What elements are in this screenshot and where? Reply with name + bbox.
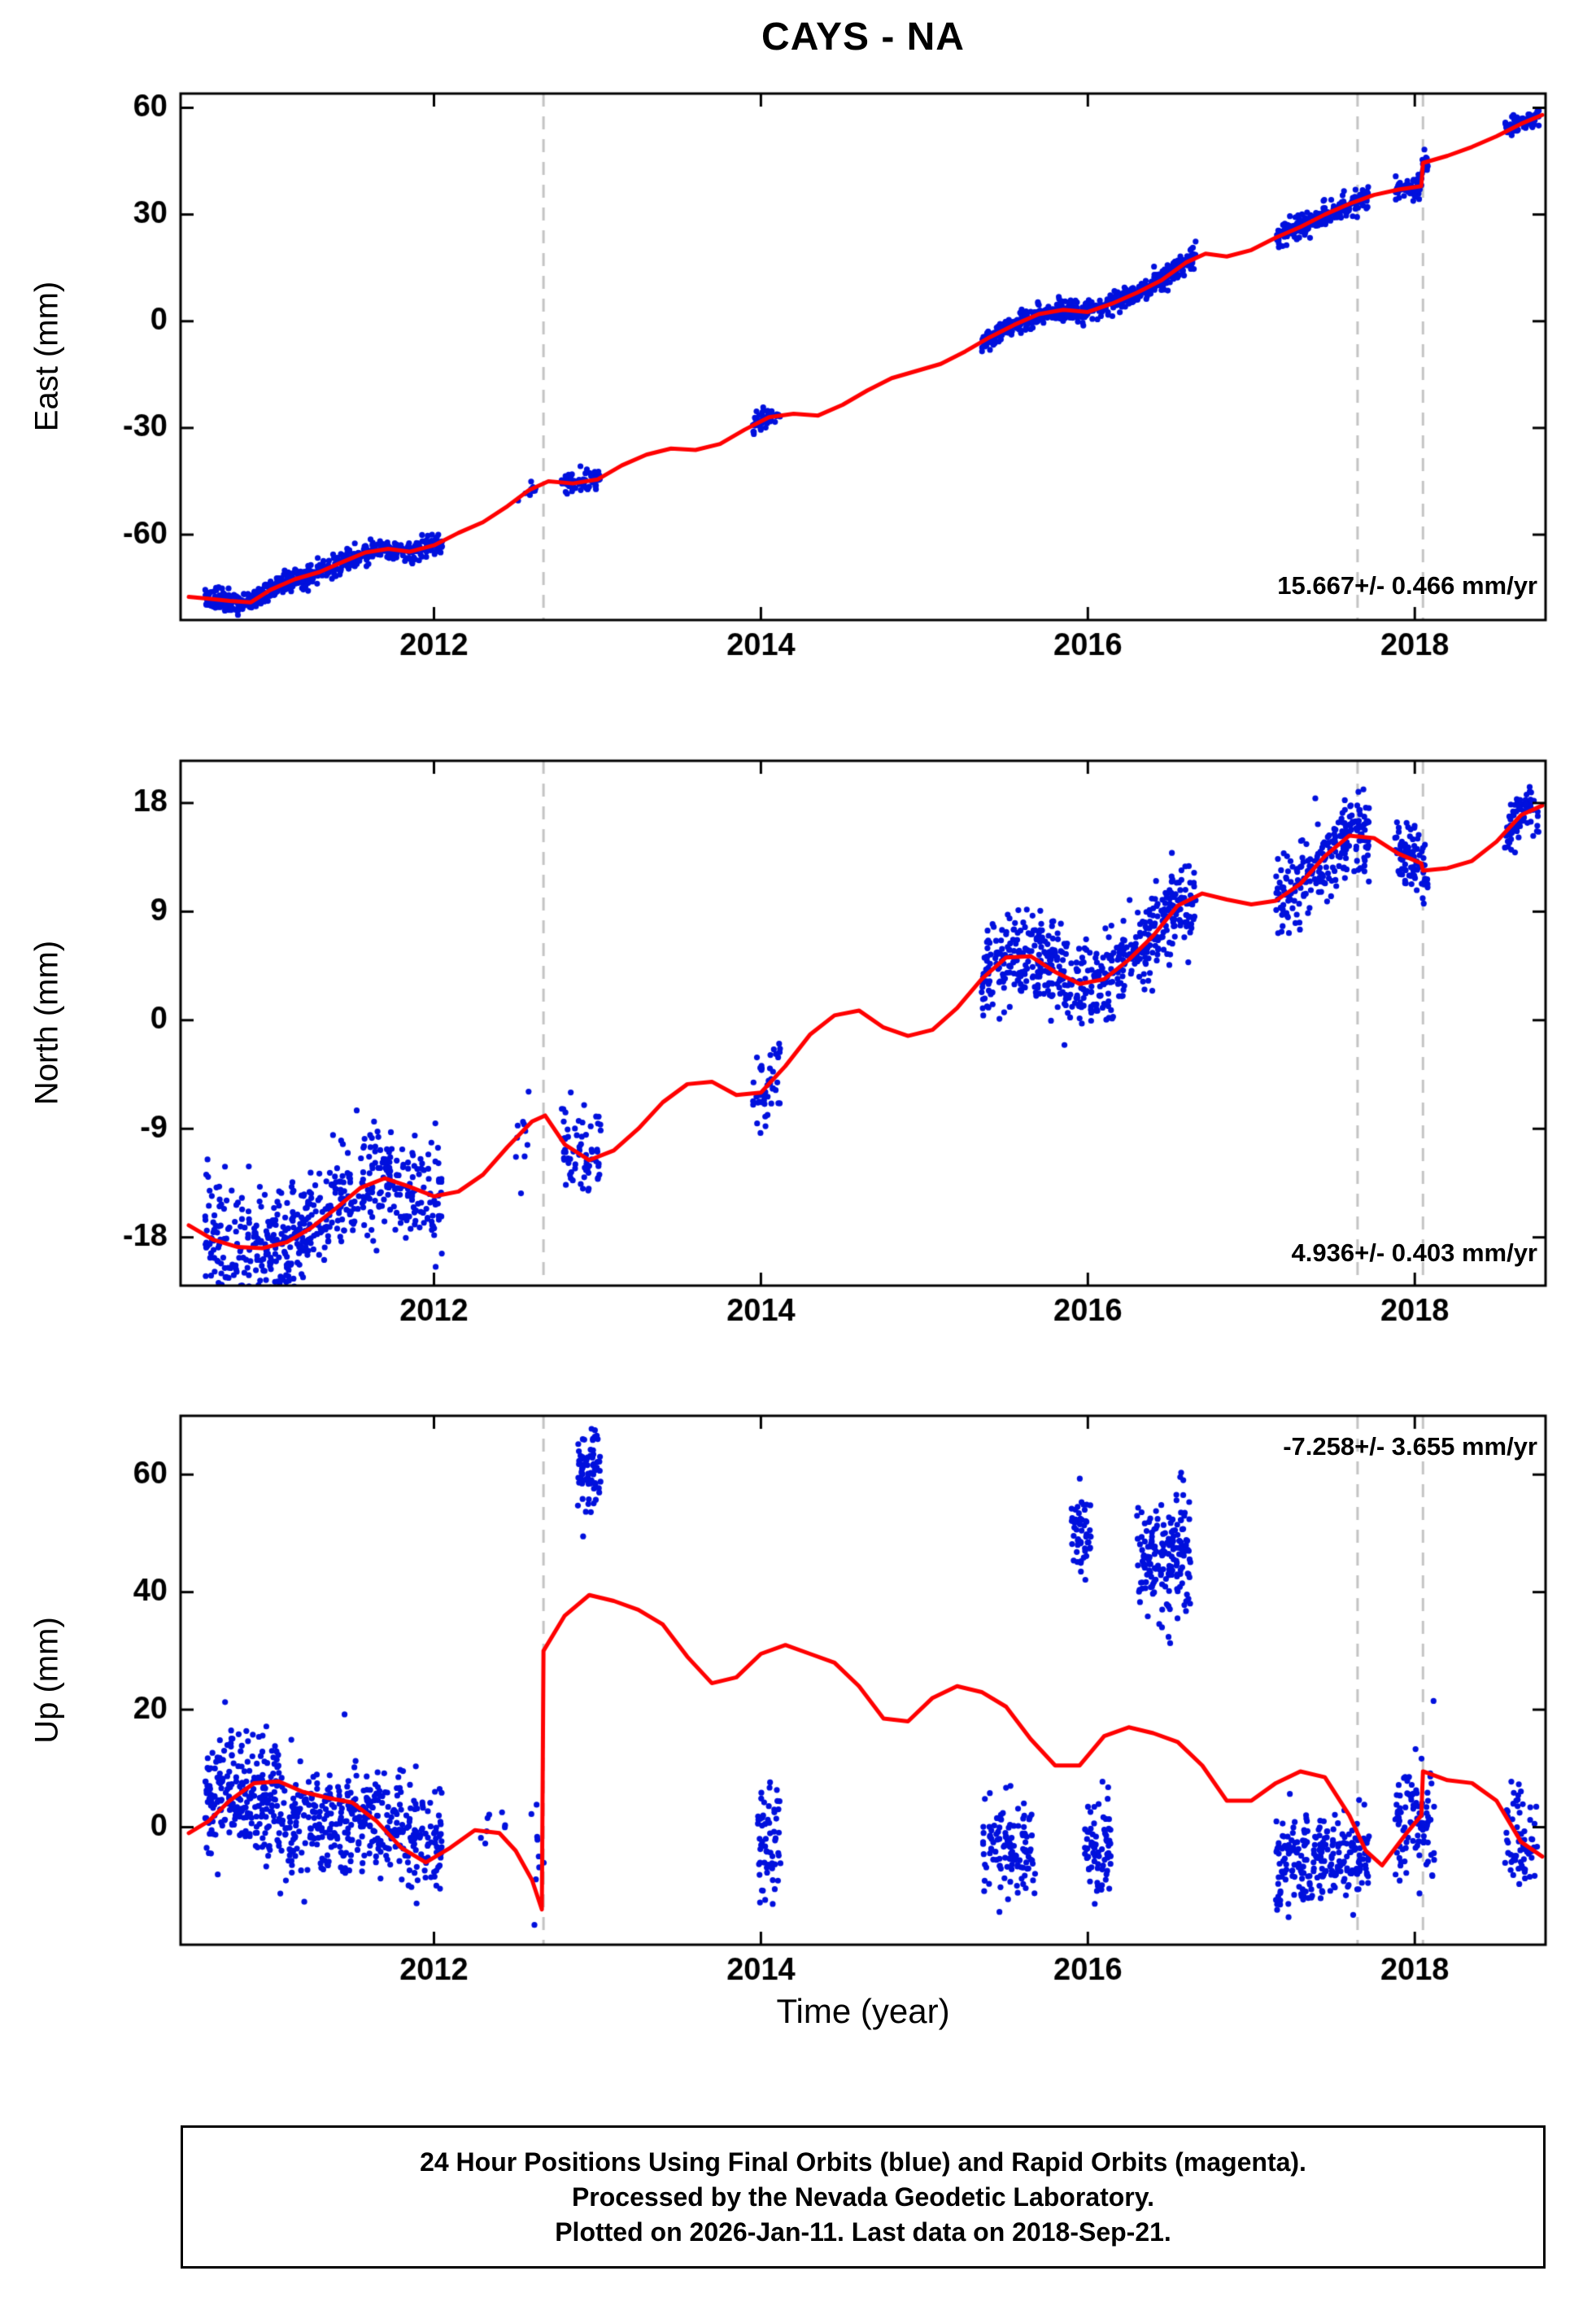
footer-box: 24 Hour Positions Using Final Orbits (bl…: [181, 2125, 1546, 2269]
y-axis-label-up: Up (mm): [28, 1617, 65, 1744]
rate-annotation-north: 4.936+/- 0.403 mm/yr: [1291, 1238, 1537, 1267]
x-axis-label: Time (year): [776, 1992, 950, 2030]
footer-line-processed: Processed by the Nevada Geodetic Laborat…: [571, 2182, 1155, 2212]
rate-annotation-east: 15.667+/- 0.466 mm/yr: [1277, 571, 1537, 600]
y-axis-label-north: North (mm): [28, 940, 65, 1106]
footer-line-plotted: Plotted on 2026-Jan-11. Last data on 201…: [555, 2216, 1171, 2247]
y-axis-label-east: East (mm): [28, 281, 65, 432]
footer-line-orbits: 24 Hour Positions Using Final Orbits (bl…: [420, 2147, 1306, 2177]
rate-annotation-up: -7.258+/- 3.655 mm/yr: [1283, 1432, 1537, 1461]
page-title: CAYS - NA: [761, 15, 965, 59]
